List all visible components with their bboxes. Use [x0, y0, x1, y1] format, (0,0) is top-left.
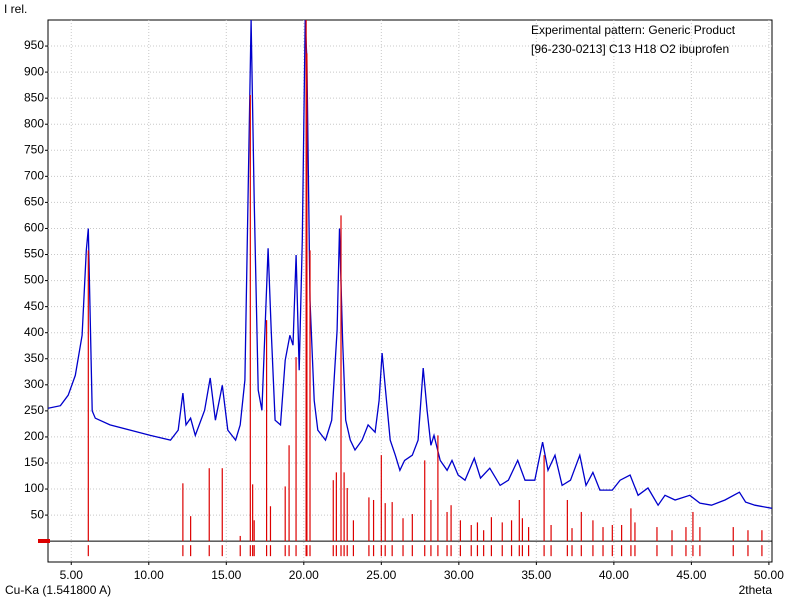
y-tick-label: 750	[24, 142, 44, 156]
baseline-marker	[38, 539, 50, 543]
x-tick-label: 10.00	[134, 568, 164, 582]
y-tick-label: 200	[24, 429, 44, 443]
y-axis-title: I rel.	[4, 2, 27, 16]
y-tick-label: 800	[24, 116, 44, 130]
x-tick-label: 25.00	[366, 568, 396, 582]
grid	[48, 20, 772, 562]
x-axis-note: Cu-Ka (1.541800 A)	[5, 583, 111, 597]
y-tick-label: 50	[31, 507, 45, 521]
pattern-line	[48, 20, 772, 509]
y-tick-label: 450	[24, 299, 44, 313]
plot-frame	[47, 19, 773, 563]
y-tick-label: 350	[24, 351, 44, 365]
x-tick-label: 5.00	[60, 568, 84, 582]
y-tick-label: 100	[24, 481, 44, 495]
x-tick-label: 15.00	[211, 568, 241, 582]
data-area	[48, 20, 772, 557]
y-tick-label: 950	[24, 38, 44, 52]
x-tick-label: 30.00	[444, 568, 474, 582]
y-tick-label: 150	[24, 455, 44, 469]
x-tick-label: 35.00	[521, 568, 551, 582]
y-tick-label: 300	[24, 377, 44, 391]
x-axis-title: 2theta	[739, 583, 773, 597]
y-tick-label: 500	[24, 273, 44, 287]
y-tick-label: 400	[24, 325, 44, 339]
y-tick-label: 250	[24, 403, 44, 417]
y-tick-label: 900	[24, 64, 44, 78]
legend: Experimental pattern: Generic Product [96…	[531, 23, 736, 56]
y-tick-label: 850	[24, 90, 44, 104]
x-tick-label: 40.00	[599, 568, 629, 582]
y-tick-label: 550	[24, 247, 44, 261]
legend-entry: Experimental pattern: Generic Product	[531, 23, 736, 37]
y-tick-label: 650	[24, 195, 44, 209]
y-tick-label: 600	[24, 221, 44, 235]
y-tick-label: 700	[24, 169, 44, 183]
x-tick-label: 45.00	[676, 568, 706, 582]
legend-entry: [96-230-0213] C13 H18 O2 ibuprofen	[531, 42, 729, 56]
x-tick-label: 20.00	[289, 568, 319, 582]
x-tick-label: 50.00	[754, 568, 784, 582]
